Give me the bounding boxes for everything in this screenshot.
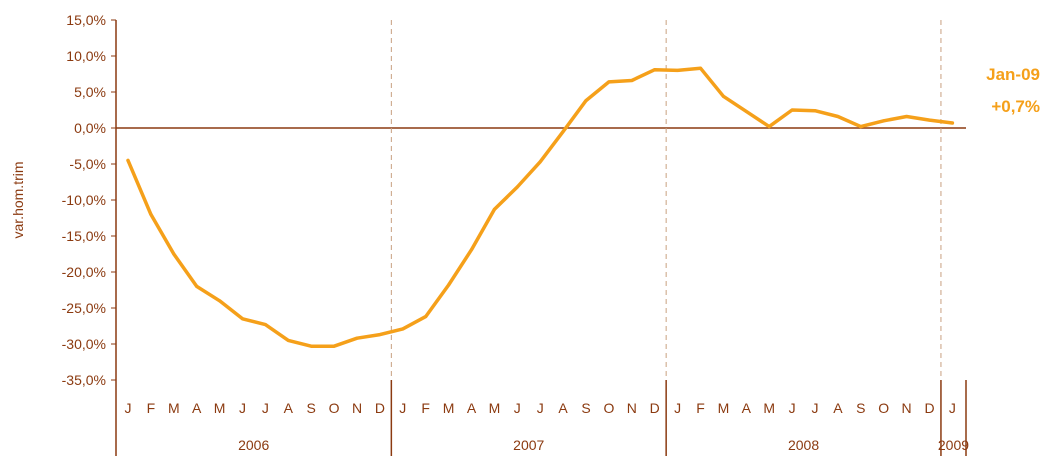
x-month-label: M (443, 400, 455, 416)
x-axis: J F M A M J J A S O N D J F M A M J J A S O N D J F M A M J J A S O N D J200… (125, 400, 970, 453)
data-point (859, 125, 863, 129)
x-month-label: J (674, 400, 681, 416)
x-month-label: J (537, 400, 544, 416)
data-point (470, 248, 473, 252)
y-tick-label: -25,0% (62, 300, 106, 316)
data-point (607, 80, 611, 84)
data-point (241, 317, 244, 321)
x-month-label: S (307, 400, 316, 416)
y-tick-label: 15,0% (66, 12, 106, 28)
x-month-label: D (650, 400, 660, 416)
x-month-label: J (789, 400, 796, 416)
x-month-label: N (627, 400, 637, 416)
data-point (767, 125, 771, 129)
data-point (195, 284, 199, 288)
x-month-label: J (399, 400, 406, 416)
data-point (515, 185, 519, 189)
x-month-label: N (352, 400, 362, 416)
x-month-label: F (696, 400, 705, 416)
x-month-label: A (284, 400, 294, 416)
x-month-label: M (489, 400, 501, 416)
y-tick-label: -5,0% (69, 156, 106, 172)
data-point (928, 118, 931, 122)
x-month-label: F (147, 400, 156, 416)
data-point (813, 109, 817, 113)
data-point (836, 114, 840, 118)
y-tick-label: -35,0% (62, 372, 106, 388)
data-point (378, 333, 382, 337)
y-tick-label: 0,0% (74, 120, 106, 136)
data-point (905, 114, 909, 118)
data-point (561, 130, 565, 134)
x-month-label: J (125, 400, 132, 416)
data-point (676, 68, 680, 72)
x-month-label: J (812, 400, 819, 416)
x-month-label: D (375, 400, 385, 416)
y-tick-label: -15,0% (62, 228, 106, 244)
data-point (721, 94, 725, 98)
x-year-label: 2006 (238, 437, 269, 453)
x-month-label: M (214, 400, 226, 416)
data-point (424, 315, 428, 319)
data-point (882, 119, 886, 123)
data-point (492, 207, 496, 211)
x-month-label: J (239, 400, 246, 416)
x-year-label: 2007 (513, 437, 544, 453)
data-point (263, 323, 267, 327)
x-month-label: D (924, 400, 934, 416)
x-month-label: A (467, 400, 477, 416)
x-month-label: J (949, 400, 956, 416)
data-point (401, 327, 405, 331)
x-month-label: A (742, 400, 752, 416)
y-tick-label: -30,0% (62, 336, 106, 352)
data-point (332, 344, 336, 348)
data-point (126, 158, 130, 162)
x-month-label: J (262, 400, 269, 416)
x-month-label: A (558, 400, 568, 416)
x-month-label: O (329, 400, 340, 416)
series-line (126, 66, 955, 348)
data-point (172, 252, 176, 256)
data-point (630, 78, 634, 82)
data-point (653, 68, 657, 72)
x-year-label: 2008 (788, 437, 819, 453)
data-point (790, 108, 794, 112)
data-point (286, 338, 290, 342)
x-month-label: S (856, 400, 865, 416)
x-year-label: 2009 (938, 437, 969, 453)
series-group (126, 66, 955, 348)
x-month-label: O (878, 400, 889, 416)
x-month-label: A (192, 400, 202, 416)
x-month-label: J (514, 400, 521, 416)
data-point (149, 212, 153, 216)
annotation-date: Jan-09 (986, 65, 1040, 84)
x-month-label: A (833, 400, 843, 416)
x-month-label: M (763, 400, 775, 416)
x-month-label: M (718, 400, 730, 416)
data-point (309, 344, 313, 348)
x-month-label: S (581, 400, 590, 416)
data-point (699, 66, 702, 70)
y-axis: 15,0% 10,0% 5,0% 0,0% -5,0% -10,0% -15,0% -20,0… (62, 12, 966, 456)
x-month-label: O (603, 400, 614, 416)
data-point (447, 283, 451, 287)
year-dividers (390, 20, 967, 456)
data-point (744, 109, 748, 113)
x-month-label: F (421, 400, 430, 416)
data-point (584, 99, 588, 103)
y-tick-label: -20,0% (62, 264, 106, 280)
data-point (355, 336, 359, 340)
data-point (218, 299, 222, 303)
y-tick-label: 5,0% (74, 84, 106, 100)
x-month-label: N (902, 400, 912, 416)
annotation-value: +0,7% (991, 97, 1040, 116)
data-point (538, 160, 542, 164)
y-tick-label: 10,0% (66, 48, 106, 64)
y-axis-label: var.hom.trim (10, 161, 26, 238)
data-point (950, 121, 954, 125)
y-tick-label: -10,0% (62, 192, 106, 208)
x-month-label: M (168, 400, 180, 416)
